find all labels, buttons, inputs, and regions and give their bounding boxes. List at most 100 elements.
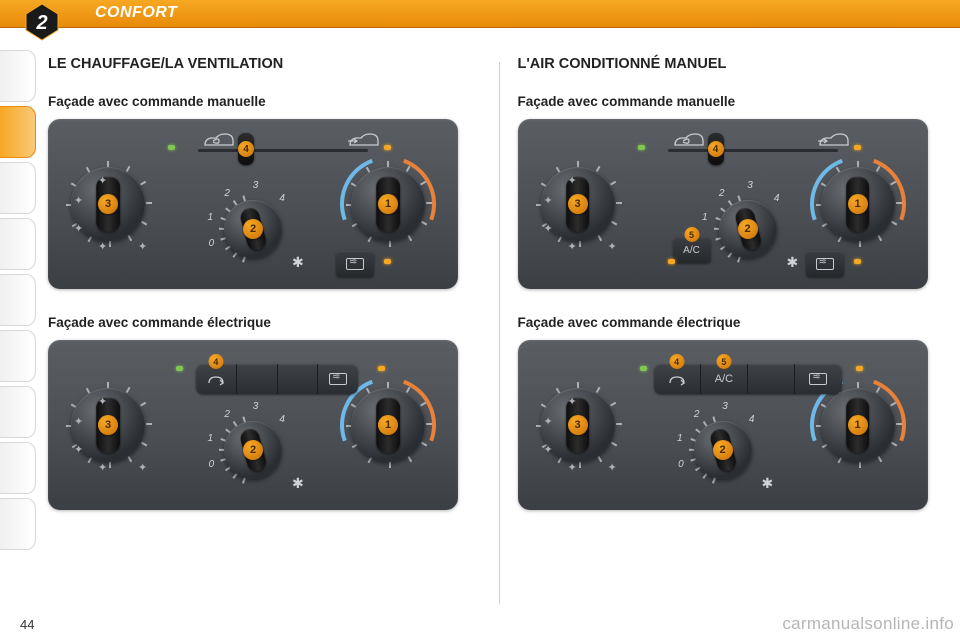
callout-badge: 2 xyxy=(243,440,263,460)
airflow-icon: ✦ xyxy=(74,443,83,456)
defrost-icon xyxy=(329,373,347,385)
defrost-icon xyxy=(346,258,364,270)
callout-badge: 2 xyxy=(243,219,263,239)
indicator-led xyxy=(384,145,391,150)
watermark: carmanualsonline.info xyxy=(782,614,954,634)
airflow-icon: ✦ xyxy=(608,240,617,253)
left-electric-subtitle: Façade avec commande électrique xyxy=(48,315,481,330)
left-manual-wrap: Façade avec commande manuelle 3✦✦✦✦✦2012… xyxy=(48,94,481,289)
callout-badge: 3 xyxy=(98,194,118,214)
airflow-icon: ✦ xyxy=(74,415,83,428)
fan-speed-label: 2 xyxy=(224,188,230,199)
right-electric-wrap: Façade avec commande électrique 3✦✦✦✦✦20… xyxy=(518,315,951,510)
chapter-title: CONFORT xyxy=(95,4,177,22)
fan-speed-label: 3 xyxy=(747,180,753,191)
fan-speed-label: 0 xyxy=(209,459,215,470)
fan-speed-label: 0 xyxy=(678,459,684,470)
fan-dial[interactable]: 2 xyxy=(224,200,282,258)
button-cluster: 4 xyxy=(196,364,358,394)
chapter-header: 2 CONFORT xyxy=(0,0,960,40)
fan-speed-label: 4 xyxy=(279,414,285,425)
callout-badge: 1 xyxy=(848,194,868,214)
airflow-dial[interactable]: 3✦✦✦✦✦ xyxy=(71,167,145,241)
fan-icon: ✱ xyxy=(762,475,774,492)
indicator-led xyxy=(176,366,183,371)
left-electric-wrap: Façade avec commande électrique 3✦✦✦✦✦20… xyxy=(48,315,481,510)
airflow-icon: ✦ xyxy=(608,461,617,474)
fresh-icon xyxy=(818,131,850,154)
fan-dial[interactable]: 2 xyxy=(224,421,282,479)
fan-dial[interactable]: 2 xyxy=(694,421,752,479)
callout-badge: 1 xyxy=(378,415,398,435)
recirculate-icon xyxy=(667,372,687,386)
airflow-icon: ✦ xyxy=(568,461,577,474)
fan-icon: ✱ xyxy=(787,254,799,271)
blank-button[interactable] xyxy=(748,364,795,394)
airflow-icon: ✦ xyxy=(138,461,147,474)
temp-dial[interactable]: 1 xyxy=(351,167,425,241)
defrost-icon xyxy=(809,373,827,385)
blank-button[interactable] xyxy=(237,364,278,394)
airflow-icon: ✦ xyxy=(544,194,553,207)
ac-manual-panel: 3✦✦✦✦✦201234✱14A/C5 xyxy=(518,119,928,289)
ac-button[interactable]: A/C5 xyxy=(701,364,748,394)
side-tab[interactable] xyxy=(0,274,36,326)
fan-speed-label: 2 xyxy=(224,409,230,420)
airflow-dial[interactable]: 3✦✦✦✦✦ xyxy=(71,388,145,462)
left-manual-subtitle: Façade avec commande manuelle xyxy=(48,94,481,109)
fan-speed-label: 2 xyxy=(719,188,725,199)
temp-dial[interactable]: 1 xyxy=(821,388,895,462)
airflow-icon: ✦ xyxy=(544,222,553,235)
air-intake-slider[interactable]: 4 xyxy=(708,133,724,165)
page-content: LE CHAUFFAGE/LA VENTILATION Façade avec … xyxy=(48,44,950,610)
side-tab[interactable] xyxy=(0,386,36,438)
right-manual-wrap: Façade avec commande manuelle 3✦✦✦✦✦2012… xyxy=(518,94,951,289)
chapter-badge: 2 xyxy=(22,2,62,42)
callout-badge: 5 xyxy=(684,227,699,242)
temp-dial[interactable]: 1 xyxy=(351,388,425,462)
right-manual-subtitle: Façade avec commande manuelle xyxy=(518,94,951,109)
ac-button[interactable]: A/C5 xyxy=(673,237,711,263)
airflow-icon: ✦ xyxy=(568,174,577,187)
airflow-icon: ✦ xyxy=(138,240,147,253)
side-tab[interactable] xyxy=(0,498,36,550)
side-tab[interactable] xyxy=(0,162,36,214)
fan-speed-label: 1 xyxy=(207,212,213,223)
air-intake-slider[interactable]: 4 xyxy=(238,133,254,165)
callout-badge: 1 xyxy=(848,415,868,435)
fan-speed-label: 3 xyxy=(722,401,728,412)
right-column: L'AIR CONDITIONNÉ MANUEL Façade avec com… xyxy=(518,44,951,610)
fresh-icon xyxy=(348,131,380,154)
side-tab[interactable] xyxy=(0,330,36,382)
airflow-icon: ✦ xyxy=(74,222,83,235)
defrost-button[interactable] xyxy=(795,364,841,394)
callout-badge: 4 xyxy=(238,141,254,157)
indicator-led xyxy=(378,366,385,371)
airflow-dial[interactable]: 3✦✦✦✦✦ xyxy=(541,167,615,241)
defrost-icon xyxy=(816,258,834,270)
fan-dial[interactable]: 2 xyxy=(719,200,777,258)
blank-button[interactable] xyxy=(278,364,319,394)
temp-dial[interactable]: 1 xyxy=(821,167,895,241)
callout-badge: 3 xyxy=(568,415,588,435)
recirc-button[interactable]: 4 xyxy=(196,364,237,394)
airflow-icon: ✦ xyxy=(544,415,553,428)
rear-defrost-button[interactable] xyxy=(806,251,844,277)
indicator-led xyxy=(854,259,861,264)
indicator-led xyxy=(638,145,645,150)
recirc-button[interactable]: 4 xyxy=(654,364,701,394)
callout-badge: 4 xyxy=(669,354,684,369)
callout-badge: 3 xyxy=(568,194,588,214)
fan-speed-label: 4 xyxy=(749,414,755,425)
side-tab[interactable] xyxy=(0,218,36,270)
fan-speed-label: 4 xyxy=(774,193,780,204)
airflow-dial[interactable]: 3✦✦✦✦✦ xyxy=(541,388,615,462)
defrost-button[interactable] xyxy=(318,364,358,394)
rear-defrost-button[interactable] xyxy=(336,251,374,277)
callout-badge: 1 xyxy=(378,194,398,214)
ac-electric-panel: 3✦✦✦✦✦201234✱14A/C5 xyxy=(518,340,928,510)
side-tab[interactable] xyxy=(0,442,36,494)
side-tab[interactable] xyxy=(0,106,36,158)
side-tab[interactable] xyxy=(0,50,36,102)
chapter-number: 2 xyxy=(35,12,47,34)
